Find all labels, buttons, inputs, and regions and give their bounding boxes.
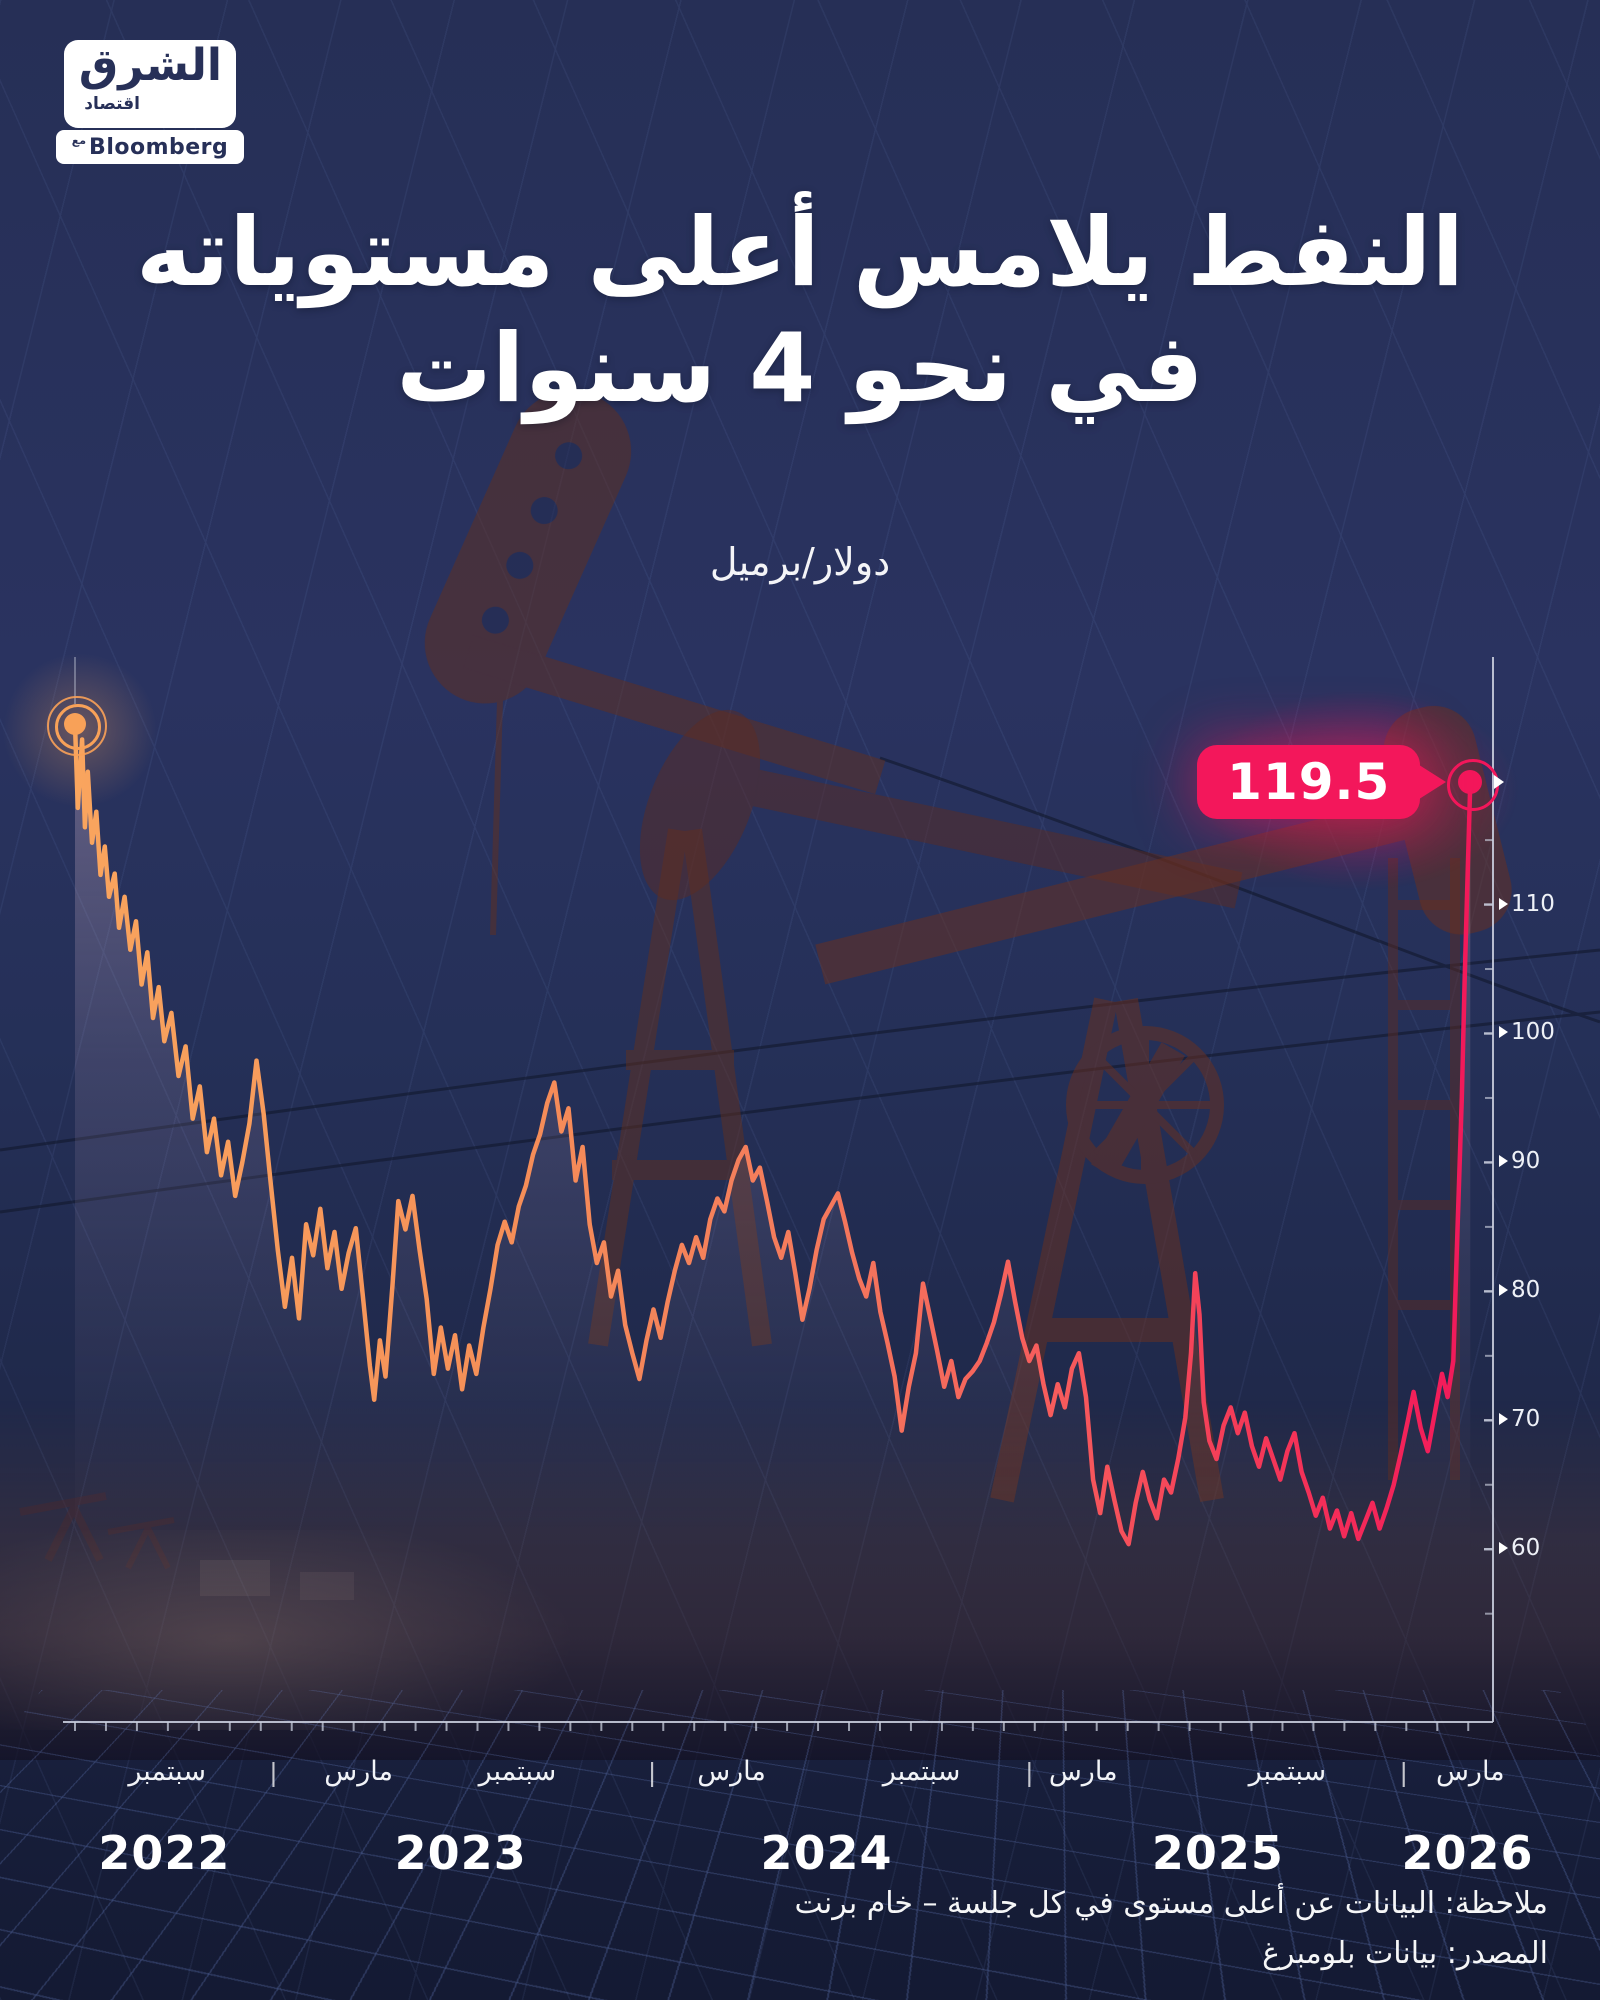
asharq-wordmark: الشرق xyxy=(78,40,222,91)
y-tick-label: 110 xyxy=(1499,891,1555,917)
x-month-label: سبتمبر xyxy=(882,1756,961,1787)
price-line xyxy=(72,721,1473,1547)
source-text: المصدر: بيانات بلومبرغ xyxy=(1262,1936,1548,1971)
chart-unit-label: دولار/برميل xyxy=(709,540,891,584)
tick-arrow-icon xyxy=(1499,1155,1508,1168)
distant-pumpjacks-silhouette xyxy=(19,1492,354,1600)
axis-value-cursor-icon xyxy=(1494,775,1504,790)
sand-light-patch xyxy=(0,1530,820,1730)
y-tick-label: 80 xyxy=(1499,1277,1540,1303)
x-month-label: سبتمبر xyxy=(128,1756,206,1787)
tick-arrow-icon xyxy=(1499,1284,1508,1297)
pumpjack-center-silhouette xyxy=(424,390,886,1347)
ground-band xyxy=(0,1400,1600,1760)
tick-arrow-icon xyxy=(1499,1542,1508,1555)
start-marker-dot xyxy=(64,713,86,736)
y-tick-label: 100 xyxy=(1499,1019,1555,1045)
bloomberg-banner: مع Bloomberg xyxy=(56,130,244,164)
y-tick-label: 90 xyxy=(1499,1148,1540,1174)
tick-arrow-icon xyxy=(1499,1026,1508,1039)
start-marker-ring xyxy=(55,704,101,751)
with-label: مع xyxy=(71,133,87,147)
x-month-label: مارس xyxy=(1435,1756,1505,1787)
y-tick-label: 70 xyxy=(1499,1406,1540,1432)
x-month-label: مارس xyxy=(1048,1756,1118,1787)
x-year-label: 2024 xyxy=(760,1826,893,1880)
price-area-fill xyxy=(75,724,1471,1722)
title-line-2: في نحو 4 سنوات xyxy=(396,313,1204,424)
title-line-1: النفط يلامس أعلى مستوياته xyxy=(135,198,1465,308)
x-month-label: مارس xyxy=(324,1756,393,1787)
x-year-label: 2026 xyxy=(1401,1826,1534,1880)
y-tick-label: 60 xyxy=(1499,1535,1540,1561)
x-month-label: سبتمبر xyxy=(1248,1756,1327,1787)
page-title: النفط يلامس أعلى مستوياته في نحو 4 سنوات xyxy=(0,196,1600,428)
asharq-logo-card: الشرق اقتصاد xyxy=(64,40,236,128)
bloomberg-wordmark: Bloomberg xyxy=(89,134,229,160)
x-axis-separator: | xyxy=(1399,1758,1408,1787)
iqtisad-wordmark: اقتصاد xyxy=(84,94,140,114)
tick-arrow-icon xyxy=(1499,1413,1508,1426)
x-axis-separator: | xyxy=(1025,1758,1034,1787)
note-text: ملاحظة: البيانات عن أعلى مستوى في كل جلس… xyxy=(794,1886,1548,1921)
x-axis-separator: | xyxy=(647,1758,657,1787)
tick-arrow-icon xyxy=(1499,897,1508,910)
price-callout-badge: 119.5 xyxy=(1197,745,1421,820)
x-axis-separator: | xyxy=(269,1758,278,1787)
x-month-label: مارس xyxy=(697,1756,766,1787)
x-year-label: 2025 xyxy=(1151,1826,1284,1880)
x-year-label: 2022 xyxy=(98,1826,231,1880)
pumpjack-right-silhouette xyxy=(815,705,1512,1503)
x-month-label: سبتمبر xyxy=(478,1756,557,1787)
x-year-label: 2023 xyxy=(394,1826,527,1880)
asharq-bloomberg-logo: الشرق اقتصاد مع Bloomberg xyxy=(36,40,246,180)
end-marker-dot xyxy=(1458,770,1483,795)
power-lines-silhouette xyxy=(0,756,1600,1214)
start-marker-outer-ring xyxy=(47,696,107,757)
